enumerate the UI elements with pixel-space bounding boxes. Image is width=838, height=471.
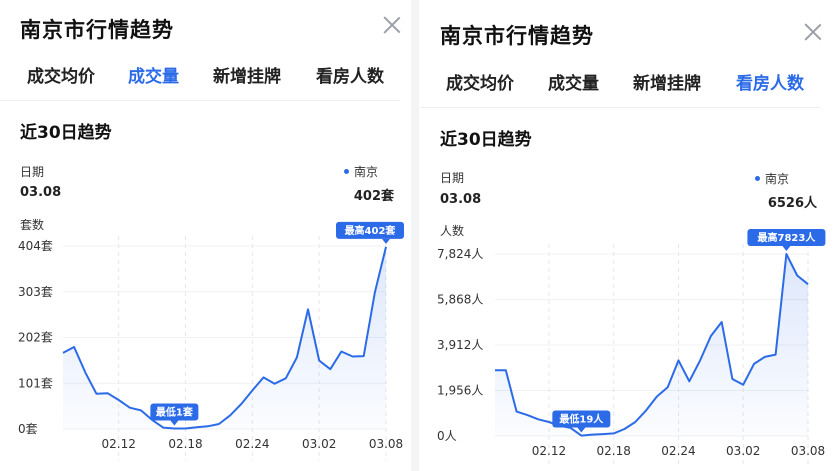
left-panel: 南京市行情趋势 成交均价 成交量 新增挂牌 看房人数 近30日趋势 日期 03.… bbox=[0, 0, 410, 471]
x-tick-label: 03.02 bbox=[726, 444, 760, 458]
x-tick-label: 02.12 bbox=[102, 437, 136, 451]
x-tick-label: 02.24 bbox=[235, 437, 269, 451]
x-tick-label: 02.24 bbox=[661, 444, 695, 458]
y-tick-label: 303套 bbox=[18, 285, 53, 299]
y-tick-label: 1,956人 bbox=[437, 384, 483, 398]
y-tick-label: 7,824人 bbox=[437, 247, 483, 261]
svg-text:最高402套: 最高402套 bbox=[345, 224, 397, 237]
x-tick-label: 02.18 bbox=[168, 437, 202, 451]
y-tick-label: 0套 bbox=[18, 422, 38, 436]
tabs-divider bbox=[420, 107, 820, 108]
section-title: 近30日趋势 bbox=[440, 130, 532, 150]
svg-text:最低19人: 最低19人 bbox=[559, 413, 604, 426]
section-title: 近30日趋势 bbox=[20, 123, 112, 143]
date-label: 日期 bbox=[20, 165, 45, 179]
y-axis-unit: 人数 bbox=[440, 224, 465, 238]
series-line bbox=[495, 253, 809, 437]
date-value: 03.08 bbox=[20, 185, 62, 200]
legend-dot-icon bbox=[755, 176, 760, 181]
legend-dot-icon bbox=[344, 169, 349, 174]
y-tick-label: 101套 bbox=[18, 376, 53, 390]
legend-item: 南京 bbox=[755, 170, 789, 187]
panel-divider bbox=[411, 0, 419, 471]
tab-volume[interactable]: 成交量 bbox=[548, 74, 599, 94]
tab-new-listings[interactable]: 新增挂牌 bbox=[213, 67, 281, 87]
y-axis-unit: 套数 bbox=[20, 218, 45, 232]
date-value: 03.08 bbox=[440, 192, 482, 207]
y-tick-label: 0人 bbox=[437, 429, 457, 443]
svg-text:最高7823人: 最高7823人 bbox=[757, 231, 816, 244]
series-area bbox=[495, 254, 808, 436]
page-title: 南京市行情趋势 bbox=[440, 24, 594, 48]
tab-new-listings[interactable]: 新增挂牌 bbox=[633, 74, 701, 94]
max-callout: 最高402套 bbox=[336, 221, 404, 244]
legend-value: 402套 bbox=[353, 189, 394, 204]
x-tick-label: 03.08 bbox=[369, 437, 403, 451]
svg-text:最低1套: 最低1套 bbox=[156, 406, 194, 419]
tab-avg-price[interactable]: 成交均价 bbox=[446, 74, 514, 94]
x-tick-label: 02.12 bbox=[532, 444, 566, 458]
y-tick-label: 3,912人 bbox=[437, 338, 483, 352]
tab-volume[interactable]: 成交量 bbox=[128, 67, 179, 87]
x-tick-label: 03.08 bbox=[791, 444, 825, 458]
max-callout: 最高7823人 bbox=[747, 229, 826, 252]
right-panel: 南京市行情趋势 成交均价 成交量 新增挂牌 看房人数 近30日趋势 日期 03.… bbox=[420, 0, 838, 471]
y-tick-label: 5,868人 bbox=[437, 293, 483, 307]
tab-avg-price[interactable]: 成交均价 bbox=[27, 67, 95, 87]
min-callout: 最低19人 bbox=[552, 410, 611, 433]
tab-viewers[interactable]: 看房人数 bbox=[736, 74, 804, 94]
series-area bbox=[63, 246, 386, 429]
legend-item: 南京 bbox=[344, 163, 378, 180]
y-tick-label: 404套 bbox=[18, 239, 53, 253]
date-label: 日期 bbox=[440, 171, 465, 185]
legend-value: 6526人 bbox=[767, 196, 817, 211]
series-line bbox=[62, 246, 387, 430]
tab-viewers[interactable]: 看房人数 bbox=[316, 67, 384, 87]
volume-chart[interactable]: 0套 101套 202套 303套 404套 02.12 02.18 02.24 03.02 03… bbox=[0, 0, 410, 471]
tabs-divider bbox=[0, 100, 400, 101]
x-tick-label: 03.02 bbox=[302, 437, 336, 451]
viewers-chart[interactable]: 0人 1,956人 3,912人 5,868人 7,824人 02.12 02.18 02.2… bbox=[420, 0, 838, 471]
x-tick-label: 02.18 bbox=[597, 444, 631, 458]
min-callout: 最低1套 bbox=[150, 403, 199, 426]
page-title: 南京市行情趋势 bbox=[20, 18, 174, 42]
y-tick-label: 202套 bbox=[18, 331, 53, 345]
legend-name: 南京 bbox=[354, 165, 379, 179]
legend-name: 南京 bbox=[765, 172, 790, 186]
